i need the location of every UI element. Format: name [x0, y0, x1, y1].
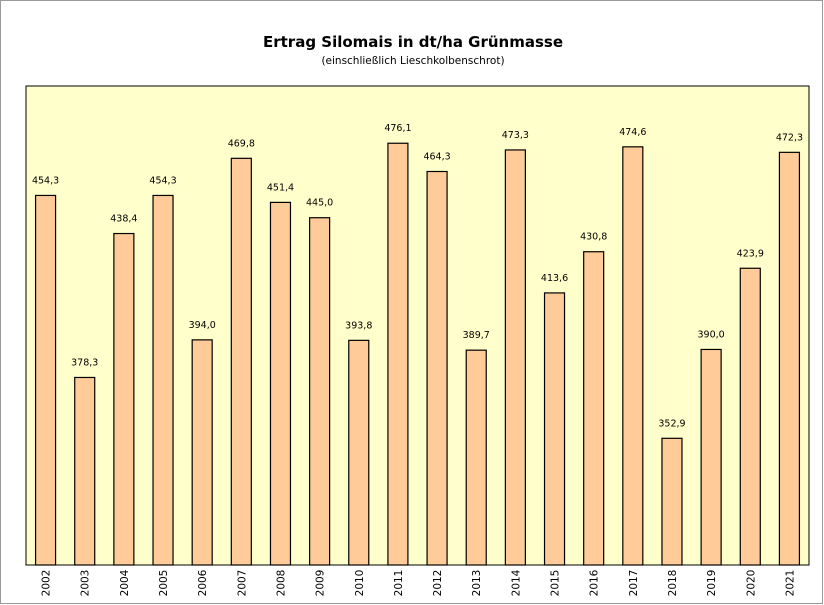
- data-label: 476,1: [384, 123, 411, 134]
- data-label: 352,9: [658, 418, 685, 429]
- data-label: 423,9: [737, 248, 764, 259]
- data-label: 464,3: [423, 152, 450, 163]
- data-label: 430,8: [580, 232, 607, 243]
- x-tick-label: 2018: [667, 570, 679, 597]
- bar: [269, 201, 292, 566]
- data-label: 469,8: [228, 138, 255, 149]
- data-label: 390,0: [698, 329, 725, 340]
- data-label: 472,3: [776, 132, 803, 143]
- x-tick-label: 2011: [393, 570, 405, 597]
- x-tick-label: 2014: [510, 569, 522, 596]
- bar: [700, 348, 722, 566]
- bar: [426, 170, 448, 566]
- bar: [778, 151, 801, 566]
- bar: [543, 292, 566, 566]
- x-tick-label: 2009: [315, 570, 327, 597]
- bar: [113, 232, 135, 566]
- bar: [34, 194, 57, 566]
- data-label: 445,0: [306, 198, 333, 209]
- x-tick-label: 2012: [432, 570, 444, 597]
- x-tick-label: 2004: [119, 569, 131, 596]
- x-tick-label: 2021: [784, 570, 796, 597]
- x-tick-label: 2005: [158, 570, 170, 597]
- bar: [152, 194, 174, 566]
- x-tick-label: 2017: [628, 570, 640, 597]
- bar: [504, 149, 526, 566]
- bar: [309, 217, 331, 566]
- chart-subtitle: (einschließlich Lieschkolbenschrot): [321, 55, 504, 67]
- chart-title: Ertrag Silomais in dt/ha Grünmasse: [263, 33, 563, 51]
- bar: [74, 376, 96, 566]
- x-tick-label: 2010: [354, 570, 366, 597]
- x-tick-label: 2015: [550, 570, 562, 597]
- x-tick-label: 2007: [236, 570, 248, 597]
- bar: [387, 142, 409, 566]
- bar: [348, 339, 370, 566]
- data-label: 474,6: [619, 127, 646, 138]
- data-label: 473,3: [502, 130, 529, 141]
- x-tick-label: 2002: [41, 570, 53, 597]
- bar: [191, 339, 213, 566]
- bar: [465, 349, 487, 566]
- x-tick-label: 2013: [471, 570, 483, 597]
- x-tick-label: 2008: [275, 570, 287, 597]
- data-label: 378,3: [71, 357, 98, 368]
- data-label: 413,6: [541, 273, 568, 284]
- x-tick-label: 2006: [197, 569, 209, 596]
- x-tick-label: 2016: [589, 569, 601, 596]
- x-tick-label: 2020: [745, 570, 757, 597]
- data-label: 451,4: [267, 182, 294, 193]
- x-tick-label: 2003: [80, 570, 92, 597]
- bar: [583, 251, 605, 566]
- plot-area: [25, 85, 810, 566]
- data-label: 394,0: [189, 320, 216, 331]
- bar: [230, 157, 252, 566]
- bar: [739, 267, 761, 566]
- data-label: 454,3: [32, 175, 59, 186]
- data-label: 454,3: [149, 175, 176, 186]
- bar: [622, 146, 644, 566]
- data-label: 389,7: [463, 330, 490, 341]
- bar: [661, 437, 683, 566]
- x-tick-label: 2019: [706, 570, 718, 597]
- data-label: 393,8: [345, 320, 372, 331]
- data-label: 438,4: [110, 214, 137, 225]
